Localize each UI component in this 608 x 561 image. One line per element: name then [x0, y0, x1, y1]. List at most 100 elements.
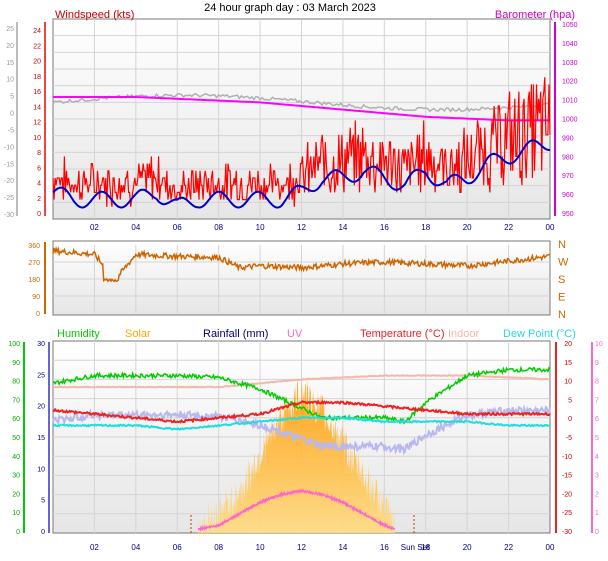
temp-tick: 15	[564, 360, 572, 367]
x-tick-label: 20	[463, 543, 472, 552]
temp-tick: -5	[566, 435, 572, 442]
sunset-label: Sun Set	[401, 543, 430, 552]
x-tick-label: 12	[297, 543, 306, 552]
temp-tick: 5	[568, 397, 572, 404]
page-title: 24 hour graph day : 03 March 2023	[204, 2, 376, 14]
wind-outer-tick: -5	[8, 127, 14, 134]
direction-tick: 180	[28, 277, 40, 284]
x-tick-label: 04	[131, 543, 140, 552]
baro-right-ticks: 1050 1040 1030 1020 1010 1000 990 980 970 960 950	[554, 22, 578, 218]
wind-outer-tick: 15	[6, 60, 14, 67]
wind-inner-tick: 18	[33, 74, 41, 81]
humidity-tick: 70	[12, 397, 20, 404]
wind-outer-ticks: 25 20 15 10 5 0 -5 -10 -15 -20 -25 -30	[4, 22, 18, 219]
wind-outer-tick: -15	[4, 161, 14, 168]
wind-direction-line	[52, 245, 551, 283]
baro-tick: 990	[562, 135, 574, 142]
wind-outer-tick: -20	[4, 178, 14, 185]
humidity-tick: 40	[12, 454, 20, 461]
dew-point-line	[52, 415, 551, 431]
x-tick-label: 18	[421, 223, 430, 232]
direction-left-ticks: 360 270 180 90 0	[28, 242, 46, 318]
x-tick-label: 08	[214, 543, 223, 552]
wind-inner-tick: 10	[33, 135, 41, 142]
baro-tick: 980	[562, 154, 574, 161]
x-tick-label: 06	[173, 543, 182, 552]
x-tick-label: 14	[338, 543, 347, 552]
x-tick-label: 02	[90, 223, 99, 232]
temp-tick: 20	[564, 341, 572, 348]
wind-x-ticks: 02 04 06 08 10 12 14 16 18 20 22 00	[90, 223, 555, 232]
legend-item: Rainfall (mm)	[203, 328, 268, 340]
compass-label: N	[558, 239, 566, 251]
uv-tick: 10	[595, 341, 603, 348]
baro-tick: 1000	[562, 117, 578, 124]
wind-outer-tick: 0	[10, 111, 14, 118]
compass-label: E	[558, 292, 565, 304]
baro-tick: 1040	[562, 41, 578, 48]
legend-item: Dew Point (°C)	[503, 328, 576, 340]
wind-inner-tick: 12	[33, 120, 41, 127]
compass-label: N	[558, 309, 566, 321]
humidity-tick: 90	[12, 360, 20, 367]
humidity-tick: 20	[12, 491, 20, 498]
wind-inner-tick: 4	[37, 181, 41, 188]
uv-line	[197, 487, 396, 532]
x-tick-label: 08	[214, 223, 223, 232]
uv-tick: 7	[595, 397, 599, 404]
windspeed-axis-label: Windspeed (kts)	[55, 9, 134, 21]
wind-inner-tick: 16	[33, 89, 41, 96]
barometer-axis-label: Barometer (hpa)	[495, 9, 575, 21]
humidity-tick: 10	[12, 510, 20, 517]
x-tick-label: 12	[297, 223, 306, 232]
wind-inner-tick: 2	[37, 196, 41, 203]
temp-tick: 10	[564, 379, 572, 386]
barometer-ghost-line	[52, 92, 551, 113]
compass-label: W	[558, 257, 569, 269]
x-tick-label: 04	[131, 223, 140, 232]
direction-tick: 360	[28, 243, 40, 250]
wind-outer-tick: 25	[6, 26, 14, 33]
x-tick-label: 20	[463, 223, 472, 232]
wind-inner-tick: 0	[37, 211, 41, 218]
direction-tick: 0	[36, 311, 40, 318]
temp-tick: -20	[562, 491, 572, 498]
baro-tick: 960	[562, 192, 574, 199]
direction-grid	[53, 245, 550, 313]
wind-outer-tick: -25	[4, 195, 14, 202]
x-tick-label: 06	[173, 223, 182, 232]
wind-inner-tick: 14	[33, 104, 41, 111]
x-tick-label: 02	[90, 543, 99, 552]
temp-x-ticks: 02 04 06 08 10 12 14 16 18 20 22 00	[90, 543, 555, 552]
x-tick-label: 16	[380, 543, 389, 552]
legend-item: Indoor	[448, 328, 480, 340]
uv-tick: 6	[595, 416, 599, 423]
legend-item: Solar	[125, 328, 151, 340]
humidity-tick: 100	[8, 341, 20, 348]
uv-tick: 8	[595, 379, 599, 386]
baro-tick: 1010	[562, 98, 578, 105]
solar-tick: 15	[37, 435, 45, 442]
wind-outer-tick: -10	[4, 144, 14, 151]
wind-outer-tick: -30	[4, 212, 14, 219]
baro-tick: 1020	[562, 79, 578, 86]
direction-tick: 270	[28, 260, 40, 267]
humidity-line	[52, 365, 551, 425]
uv-tick: 3	[595, 473, 599, 480]
temp-tick: 0	[568, 416, 572, 423]
x-tick-label: 14	[338, 223, 347, 232]
uv-tick: 9	[595, 360, 599, 367]
baro-tick: 970	[562, 173, 574, 180]
solar-tick: 30	[37, 341, 45, 348]
x-tick-label: 10	[256, 543, 265, 552]
solar-tick: 20	[37, 404, 45, 411]
temp-tick: -30	[562, 529, 572, 536]
x-tick-label: 00	[546, 223, 555, 232]
temp-axes: 1009080706050403020100302520151050201510…	[8, 341, 603, 536]
x-tick-label: 22	[504, 543, 513, 552]
baro-tick: 1030	[562, 60, 578, 67]
uv-tick: 4	[595, 454, 599, 461]
solar-tick: 0	[41, 529, 45, 536]
